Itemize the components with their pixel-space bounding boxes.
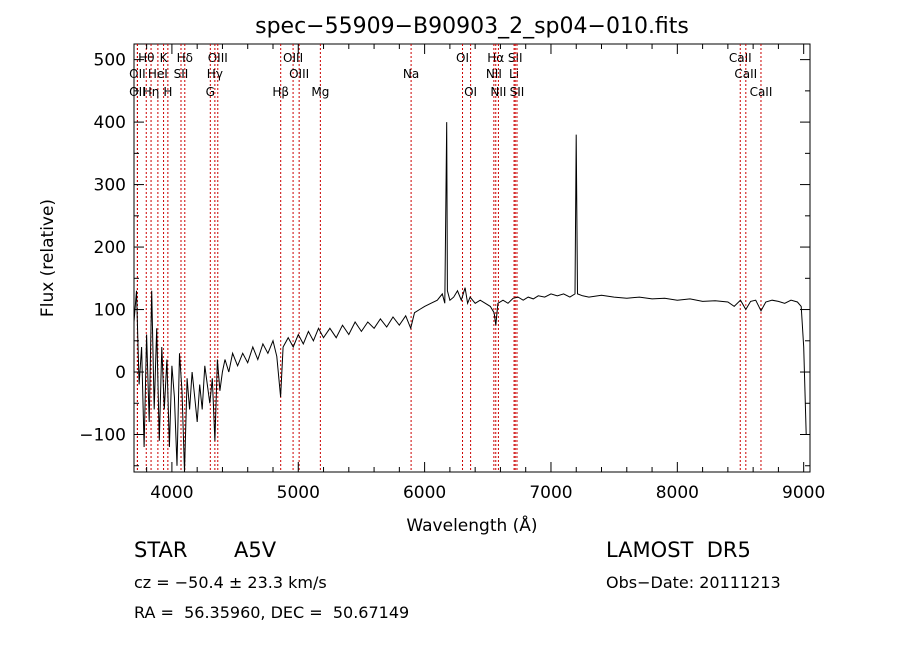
line-marker-label: SII [510,85,525,99]
x-axis-label: Wavelength (Å) [406,514,537,536]
x-tick-label: 5000 [277,483,320,503]
y-tick-label: 500 [94,51,126,71]
y-tick-label: 200 [94,238,126,258]
line-marker-label: CaII [750,85,773,99]
line-marker-label: OIII [208,51,228,65]
line-marker-label: Hα [487,51,504,65]
y-tick-label: 300 [94,176,126,196]
x-tick-label: 7000 [529,483,572,503]
redshift-velocity: cz = −50.4 ± 23.3 km/s [134,573,327,592]
line-marker-label: SII [174,67,189,81]
survey-name: LAMOST DR5 [606,538,751,562]
line-marker-label: OIII [289,67,309,81]
x-tick-label: 9000 [782,483,825,503]
y-tick-label: 400 [94,113,126,133]
line-marker-label: CaII [729,51,752,65]
y-axis-label: Flux (relative) [38,199,58,317]
object-class: STAR [134,538,188,562]
line-marker-label: K [160,51,169,65]
line-marker-label: Hβ [272,85,289,99]
line-marker-label: Hδ [177,51,193,65]
line-marker-label: G [206,85,215,99]
line-marker-label: NII [490,85,506,99]
spectrum-line [133,122,807,473]
line-marker-label: Hη [143,85,160,99]
x-tick-label: 8000 [656,483,699,503]
subclass: A5V [234,538,277,562]
line-marker-label: Hθ [138,51,154,65]
line-marker-label: Na [403,67,419,81]
line-marker-label: HeI [148,67,168,81]
line-marker-label: OI [456,51,469,65]
obs-date: Obs−Date: 20111213 [606,573,781,592]
line-marker-label: H [163,85,172,99]
line-marker-label: Hγ [207,67,223,81]
line-marker-label: Mg [311,85,329,99]
y-tick-label: 0 [115,363,126,383]
x-tick-label: 4000 [150,483,193,503]
axes: 4000 5000 6000 7000 8000 9000 −100 0 100 200 300 40… [79,44,825,503]
y-tick-label: 100 [94,301,126,321]
coordinates: RA = 56.35960, DEC = 50.67149 [134,603,410,622]
line-marker-label: SII [508,51,523,65]
line-marker-label: OI [464,85,477,99]
line-marker-label: NII [486,67,502,81]
y-tick-label: −100 [79,426,126,446]
line-marker-label: CaII [734,67,757,81]
line-marker-label: OII [129,85,146,99]
line-marker-label: Li [509,67,519,81]
line-marker-label: OIII [283,51,303,65]
x-tick-label: 6000 [403,483,446,503]
plot-frame [133,43,811,473]
chart-title: spec−55909−B90903_2_sp04−010.fits [255,14,689,39]
